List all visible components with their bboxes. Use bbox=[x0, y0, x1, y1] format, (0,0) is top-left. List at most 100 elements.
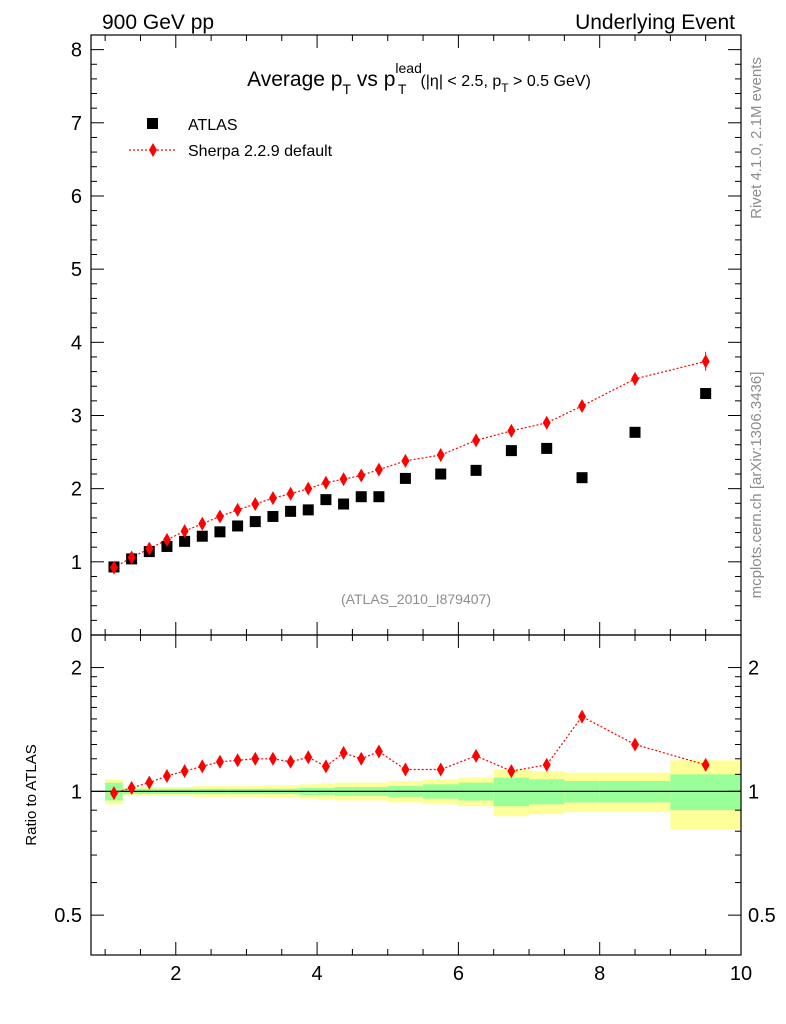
ratio-point bbox=[268, 751, 277, 766]
atlas-point bbox=[267, 510, 279, 522]
legend: ATLAS Sherpa 2.2.9 default bbox=[129, 117, 333, 160]
axis-ticks: 2 4 6 8 10 0 1 2 3 4 5 6 7 8 0.5 0.5 1 1 2 2 bbox=[54, 34, 776, 985]
atlas-point bbox=[214, 526, 226, 538]
sherpa-point bbox=[127, 550, 136, 565]
ratio-point bbox=[162, 768, 171, 783]
atlas-point bbox=[249, 516, 261, 528]
atlas-point bbox=[232, 520, 244, 532]
title-sub1: T bbox=[342, 81, 351, 97]
atlas-point bbox=[285, 505, 297, 517]
atlas-point bbox=[196, 530, 208, 542]
x-tick-label: 6 bbox=[453, 963, 464, 985]
analysis-id: (ATLAS_2010_I879407) bbox=[341, 591, 491, 607]
sherpa-point bbox=[472, 433, 481, 448]
sherpa-point bbox=[286, 486, 295, 501]
ratio-y-tick-label-right: 0.5 bbox=[748, 905, 776, 927]
sherpa-point bbox=[268, 491, 277, 506]
ratio-point bbox=[304, 750, 313, 765]
sherpa-point bbox=[109, 560, 118, 575]
ratio-point bbox=[180, 764, 189, 779]
ratio-point bbox=[233, 753, 242, 768]
x-tick-label: 10 bbox=[730, 963, 752, 985]
sherpa-point bbox=[436, 448, 445, 462]
atlas-point bbox=[373, 491, 385, 503]
plot-frames bbox=[90, 34, 742, 956]
ratio-y-tick-label-right: 1 bbox=[748, 781, 759, 803]
ratio-point bbox=[127, 780, 136, 795]
legend-sherpa-marker bbox=[149, 143, 157, 157]
sherpa-point bbox=[578, 398, 587, 413]
ratio-point bbox=[542, 757, 551, 772]
ratio-point bbox=[436, 762, 445, 777]
ratio-point bbox=[251, 751, 260, 766]
main-y-tick-label: 7 bbox=[71, 113, 82, 135]
legend-atlas-label: ATLAS bbox=[188, 117, 238, 134]
side-rivet-text: Rivet 4.1.0, 2.1M events bbox=[748, 57, 765, 219]
sherpa-point bbox=[542, 415, 551, 430]
sherpa-point bbox=[162, 532, 171, 547]
ratio-point bbox=[321, 759, 330, 774]
ratio-plot-frame bbox=[90, 634, 742, 956]
main-y-tick-label: 8 bbox=[71, 40, 82, 62]
ratio-point bbox=[374, 744, 383, 759]
sherpa-point bbox=[233, 502, 242, 517]
ratio-point bbox=[507, 764, 516, 779]
sherpa-point bbox=[339, 472, 348, 487]
atlas-point bbox=[470, 464, 482, 476]
ratio-point bbox=[631, 737, 640, 752]
title-mid: vs p bbox=[351, 68, 395, 91]
main-y-tick-label: 0 bbox=[71, 625, 82, 647]
ratio-y-tick-label-left: 0.5 bbox=[54, 905, 82, 927]
x-tick-label: 4 bbox=[312, 963, 323, 985]
ratio-point bbox=[215, 754, 224, 769]
ratio-point bbox=[578, 709, 587, 724]
atlas-point bbox=[700, 388, 712, 400]
main-y-tick-label: 6 bbox=[71, 186, 82, 208]
title-cut-a: (|η| < 2.5, p bbox=[420, 73, 501, 90]
ratio-point bbox=[701, 757, 710, 772]
side-mcplots-text: mcplots.cern.ch [arXiv:1306.3436] bbox=[748, 372, 765, 599]
main-y-tick-label: 1 bbox=[71, 552, 82, 574]
title-sub2: T bbox=[398, 81, 407, 97]
legend-atlas-marker bbox=[147, 118, 158, 129]
sherpa-point bbox=[401, 453, 410, 468]
sherpa-point bbox=[321, 475, 330, 490]
main-y-tick-label: 4 bbox=[71, 332, 82, 354]
main-y-tick-label: 2 bbox=[71, 479, 82, 501]
title-cut-sub: T bbox=[501, 81, 509, 95]
main-y-tick-label: 3 bbox=[71, 405, 82, 427]
header-right: Underlying Event bbox=[575, 11, 735, 34]
plot-title: Average pT vs plead T (|η| < 2.5, pT > 0.5… bbox=[247, 60, 591, 97]
atlas-point bbox=[355, 491, 367, 503]
atlas-point bbox=[505, 445, 517, 457]
sherpa-point bbox=[357, 468, 366, 483]
atlas-point bbox=[576, 472, 588, 484]
atlas-point bbox=[541, 442, 553, 454]
atlas-point bbox=[179, 535, 191, 547]
sherpa-point bbox=[631, 371, 640, 386]
title-sup: lead bbox=[395, 60, 421, 76]
ratio-point bbox=[198, 759, 207, 774]
sherpa-point bbox=[507, 423, 516, 438]
sherpa-point bbox=[251, 497, 260, 512]
ratio-y-tick-label-right: 2 bbox=[748, 658, 759, 680]
atlas-point bbox=[435, 468, 447, 480]
ratio-point bbox=[145, 775, 154, 790]
ratio-point bbox=[401, 762, 410, 777]
legend-sherpa-label: Sherpa 2.2.9 default bbox=[188, 143, 333, 160]
ratio-point bbox=[472, 748, 481, 763]
atlas-point bbox=[629, 426, 641, 438]
sherpa-point bbox=[374, 462, 383, 477]
data-marks bbox=[108, 351, 712, 801]
sherpa-point bbox=[701, 354, 710, 369]
atlas-point bbox=[399, 472, 411, 484]
header-left: 900 GeV pp bbox=[102, 11, 214, 34]
atlas-point bbox=[320, 494, 332, 506]
sherpa-point bbox=[198, 516, 207, 531]
x-tick-label: 8 bbox=[594, 963, 605, 985]
x-tick-label: 2 bbox=[170, 963, 181, 985]
title-main: Average p bbox=[247, 68, 342, 91]
sherpa-point bbox=[304, 481, 313, 496]
stat-band-bin bbox=[670, 774, 741, 811]
sherpa-point bbox=[215, 509, 224, 524]
